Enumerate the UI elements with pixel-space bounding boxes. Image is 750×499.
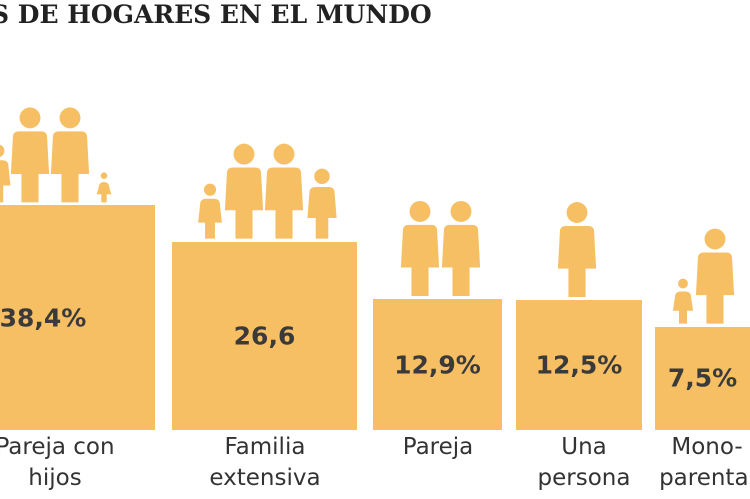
person-icon — [203, 183, 217, 196]
x-tick-label: Mono-parental — [659, 434, 750, 491]
person-icon — [50, 131, 90, 203]
person-icon — [100, 172, 108, 180]
person-icon — [441, 224, 481, 296]
person-icon — [400, 224, 440, 296]
bar — [0, 205, 155, 430]
person-icon — [198, 198, 222, 239]
person-icon — [678, 278, 688, 289]
bar — [172, 241, 357, 430]
person-icon — [273, 143, 295, 165]
x-tick-label: Pareja con hijos — [0, 434, 115, 491]
person-icon — [0, 144, 5, 157]
person-icon — [307, 187, 337, 239]
person-icon — [264, 167, 304, 239]
person-icon — [96, 182, 112, 203]
bar — [655, 326, 750, 430]
person-icon — [59, 107, 81, 129]
bar — [516, 300, 642, 430]
person-icon — [233, 143, 255, 165]
person-icon — [314, 168, 330, 185]
person-icon — [450, 201, 472, 222]
person-icon — [0, 160, 11, 203]
person-icon — [224, 167, 264, 239]
x-tick-label: Familia extensiva — [209, 434, 321, 491]
person-icon — [704, 228, 726, 250]
chart-title: S DE HOGARES EN EL MUNDO — [0, 0, 432, 29]
person-icon — [557, 225, 597, 298]
person-icon — [19, 107, 41, 129]
value-label: 12,9% — [394, 350, 481, 379]
value-label: 12,5% — [535, 350, 623, 380]
x-tick-label: Pareja — [402, 434, 474, 460]
x-tick-label: Una persona — [537, 434, 631, 491]
value-label: 7,5% — [667, 363, 738, 393]
person-icon — [409, 201, 431, 222]
person-icon — [10, 131, 50, 203]
person-icon — [695, 252, 735, 324]
value-label: 38,4% — [0, 303, 87, 333]
person-icon — [566, 202, 588, 223]
bar — [373, 299, 502, 430]
person-icon — [672, 291, 694, 324]
value-label: 26,6 — [233, 321, 296, 351]
